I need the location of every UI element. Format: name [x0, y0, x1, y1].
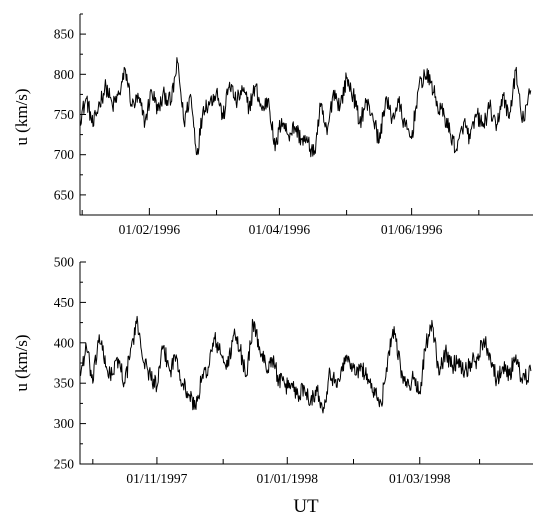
y-tick-label-700: 700 — [54, 147, 75, 162]
top-y-ticks: 650 700 750 800 850 — [54, 13, 86, 216]
y-tick-label-450: 450 — [54, 295, 75, 310]
y-tick-label-400: 400 — [54, 335, 75, 350]
top-x-ticks: 01/02/1996 01/04/1996 01/06/1996 — [81, 208, 480, 237]
y-tick-label-650: 650 — [54, 187, 75, 202]
y-tick-label-300: 300 — [54, 416, 75, 431]
x-tick-label-0: 01/02/1996 — [119, 222, 181, 237]
bottom-y-ticks: 250 300 350 400 450 500 — [54, 255, 86, 472]
bottom-plot-frame — [79, 262, 533, 465]
bottom-y-axis-label: u (km/s) — [12, 334, 31, 391]
x-tick-label-0: 01/11/1997 — [126, 471, 187, 486]
top-plot-frame — [79, 14, 533, 216]
x-tick-label-1: 01/01/1998 — [257, 471, 319, 486]
y-tick-label-750: 750 — [54, 107, 75, 122]
x-tick-label-1: 01/04/1996 — [249, 222, 311, 237]
y-tick-label-500: 500 — [54, 255, 75, 270]
y-tick-label-350: 350 — [54, 376, 75, 391]
top-series-line — [79, 57, 532, 158]
x-tick-label-2: 01/06/1996 — [381, 222, 443, 237]
bottom-x-ticks: 01/11/1997 01/01/1998 01/03/1998 — [92, 457, 481, 486]
bottom-series-line — [79, 315, 532, 414]
y-tick-label-850: 850 — [54, 27, 75, 42]
x-tick-label-2: 01/03/1998 — [389, 471, 451, 486]
x-axis-label: UT — [293, 496, 319, 517]
y-tick-label-800: 800 — [54, 67, 75, 82]
y-tick-label-250: 250 — [54, 457, 75, 472]
top-y-axis-label: u (km/s) — [12, 88, 31, 145]
